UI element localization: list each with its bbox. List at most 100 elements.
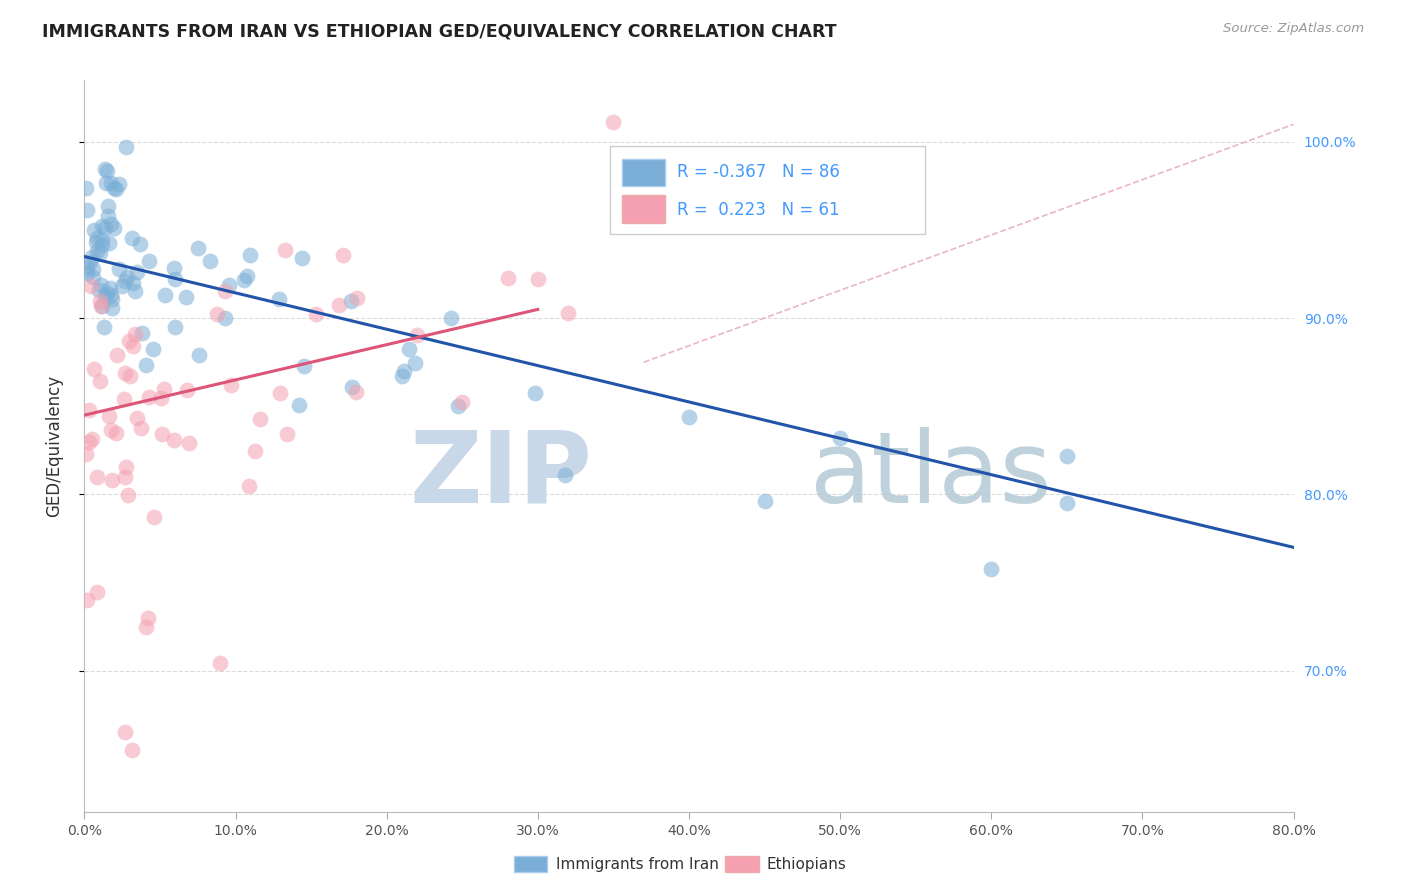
Point <box>96 176 118 190</box>
Point <box>292 359 315 374</box>
Point <box>238 478 260 492</box>
Point <box>269 385 291 400</box>
Point <box>121 743 143 757</box>
Point <box>105 348 128 362</box>
Point <box>150 391 173 405</box>
Point <box>90 299 112 313</box>
Point <box>214 310 236 325</box>
Point <box>394 364 416 378</box>
Point <box>135 359 157 373</box>
Point <box>346 291 368 305</box>
Point <box>142 343 165 357</box>
Y-axis label: GED/Equivalency: GED/Equivalency <box>45 375 63 517</box>
Point <box>108 261 131 276</box>
Text: IMMIGRANTS FROM IRAN VS ETHIOPIAN GED/EQUIVALENCY CORRELATION CHART: IMMIGRANTS FROM IRAN VS ETHIOPIAN GED/EQ… <box>42 22 837 40</box>
Point <box>91 300 114 314</box>
Point <box>76 266 98 280</box>
Point <box>291 251 314 265</box>
Point <box>239 248 262 262</box>
Point <box>100 177 122 191</box>
Point <box>96 164 118 178</box>
Point <box>76 261 98 276</box>
Point <box>138 254 160 268</box>
Point <box>174 290 197 304</box>
Point <box>163 434 186 448</box>
Point <box>114 470 136 484</box>
Point <box>267 292 290 306</box>
Point <box>188 348 211 362</box>
Point <box>236 269 259 284</box>
Point <box>117 270 139 285</box>
Point <box>980 562 1002 576</box>
Point <box>115 459 138 474</box>
Point <box>136 611 159 625</box>
Point <box>101 292 124 306</box>
Bar <box>725 856 759 872</box>
Point <box>96 286 118 301</box>
Point <box>108 177 131 191</box>
Point <box>342 380 364 394</box>
Point <box>100 217 122 231</box>
Point <box>114 725 136 739</box>
Point <box>117 488 139 502</box>
Point <box>391 369 413 384</box>
Point <box>440 311 463 326</box>
Point <box>80 433 103 447</box>
Point <box>218 278 240 293</box>
Point <box>447 399 470 413</box>
Point <box>90 277 112 292</box>
Point <box>124 285 146 299</box>
Point <box>129 420 152 434</box>
Point <box>100 288 122 302</box>
Point <box>209 656 232 670</box>
Point <box>233 273 256 287</box>
Point <box>344 384 367 399</box>
Point <box>121 231 143 245</box>
Point <box>86 230 108 244</box>
Point <box>115 140 138 154</box>
Point <box>205 307 228 321</box>
Point <box>101 473 124 487</box>
Point <box>451 394 474 409</box>
FancyBboxPatch shape <box>623 195 665 223</box>
Point <box>120 369 142 384</box>
Point <box>153 288 176 302</box>
Point <box>80 278 103 293</box>
Point <box>97 235 120 250</box>
Point <box>90 238 112 252</box>
Point <box>86 470 108 484</box>
Point <box>98 409 121 423</box>
Point <box>602 115 624 129</box>
Point <box>1056 449 1078 463</box>
Point <box>214 284 236 298</box>
Text: R = -0.367   N = 86: R = -0.367 N = 86 <box>676 162 839 181</box>
Point <box>97 199 120 213</box>
Point <box>143 510 166 524</box>
Point <box>125 411 148 425</box>
Point <box>135 620 157 634</box>
Point <box>101 301 124 315</box>
Point <box>112 392 135 407</box>
Point <box>138 390 160 404</box>
Point <box>128 237 150 252</box>
Point <box>83 223 105 237</box>
Point <box>82 262 104 277</box>
Point <box>176 383 198 397</box>
Point <box>100 423 122 437</box>
Point <box>332 247 354 261</box>
Point <box>124 326 146 341</box>
Point <box>1056 496 1078 510</box>
Point <box>94 162 117 177</box>
Point <box>150 427 173 442</box>
Point <box>177 436 200 450</box>
Point <box>98 280 121 294</box>
Point <box>830 430 852 444</box>
Point <box>524 386 547 401</box>
Point <box>122 276 145 290</box>
Point <box>76 593 98 607</box>
Point <box>75 181 97 195</box>
Point <box>103 221 125 235</box>
Point <box>79 255 101 269</box>
Point <box>163 272 186 286</box>
Point <box>557 306 579 320</box>
